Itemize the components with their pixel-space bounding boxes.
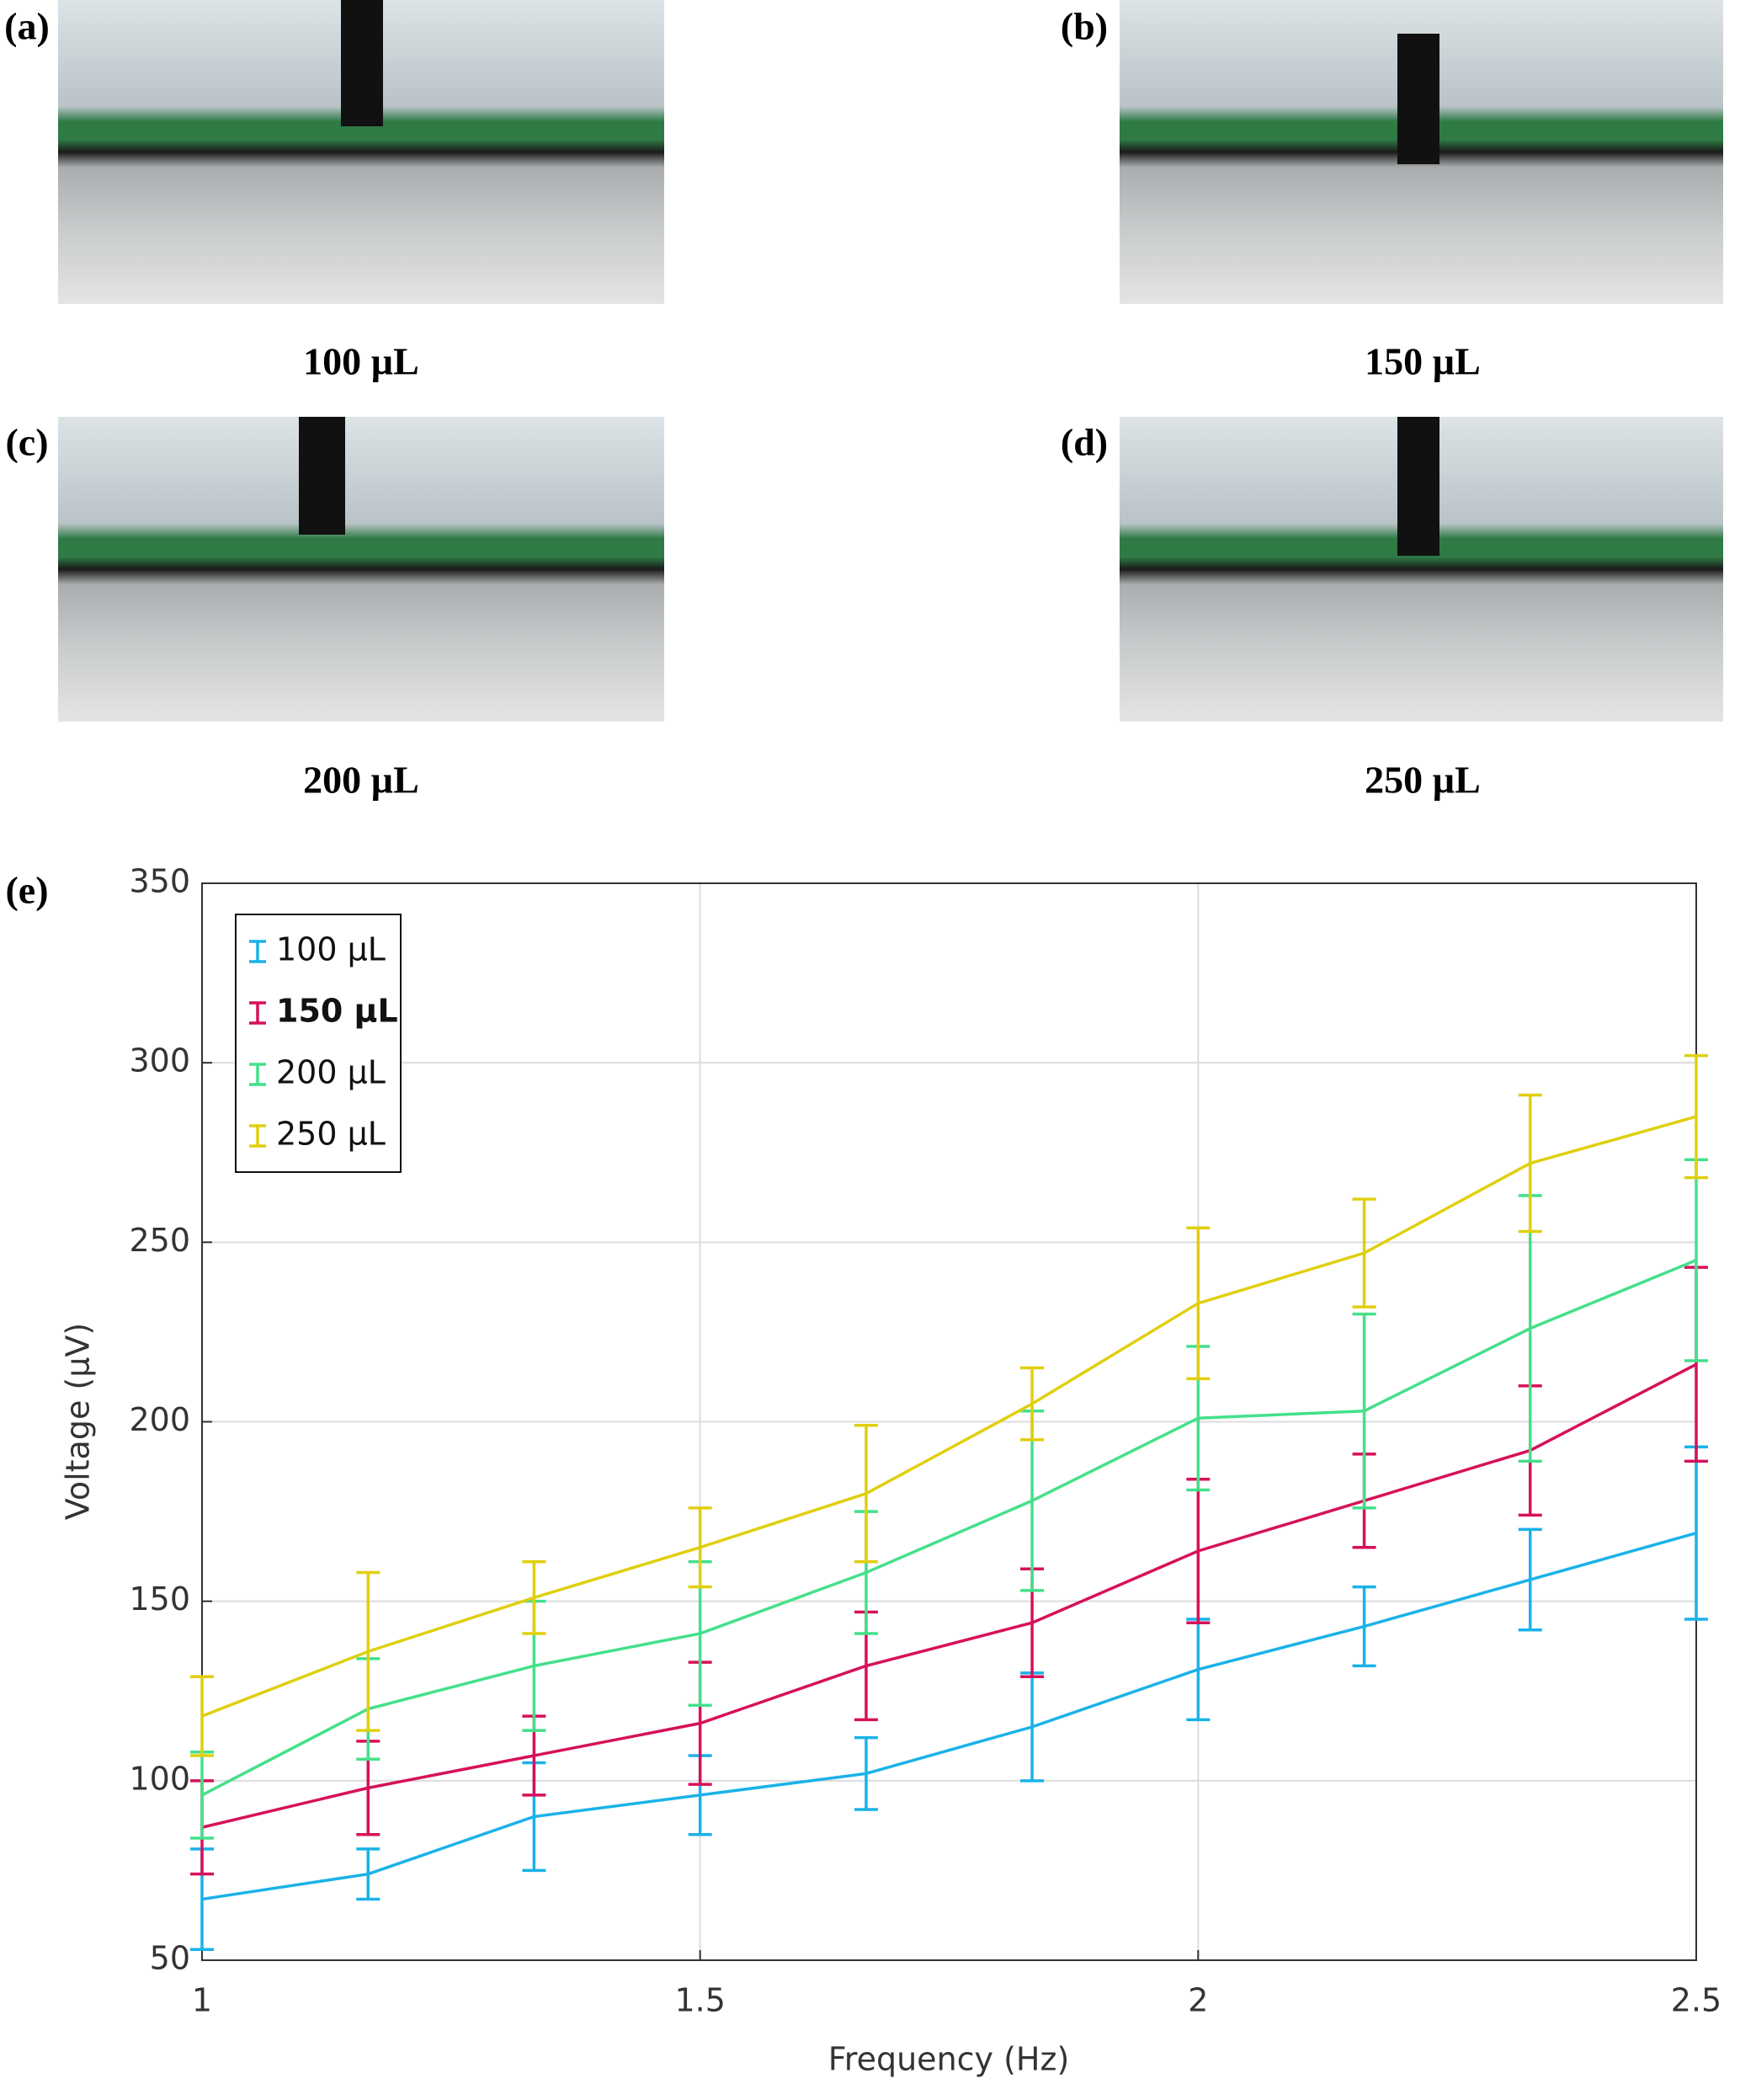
- y-axis-label: Voltage (µV): [60, 1323, 97, 1520]
- error-bar: [688, 1506, 712, 1589]
- legend-icon: [249, 1124, 266, 1148]
- panel-caption: 150 µL: [1365, 340, 1481, 383]
- error-bar: [1518, 1527, 1542, 1632]
- series-line: [201, 1115, 1697, 1718]
- panel-caption: 100 µL: [303, 340, 419, 383]
- panel-label: (c): [5, 421, 48, 464]
- error-bar: [522, 1560, 546, 1635]
- legend-icon: [249, 1063, 266, 1086]
- y-tick-label: 200: [129, 1401, 190, 1438]
- y-tick-label: 50: [150, 1940, 190, 1977]
- x-tick-label: 1: [192, 1982, 212, 2019]
- legend-label: 250 µL: [276, 1116, 386, 1153]
- panel-caption: 200 µL: [303, 759, 419, 802]
- legend-label: 100 µL: [276, 931, 386, 968]
- series-line: [201, 1531, 1697, 1901]
- y-tick-label: 250: [129, 1222, 190, 1259]
- y-tick-label: 300: [129, 1042, 190, 1079]
- panel-label: (b): [1061, 5, 1108, 48]
- panel-caption: 250 µL: [1365, 759, 1481, 802]
- error-bar: [356, 1847, 380, 1901]
- error-bar: [1684, 1445, 1708, 1621]
- panel-label: (e): [5, 869, 48, 912]
- legend-box: [235, 914, 402, 1173]
- error-bar: [1352, 1197, 1376, 1309]
- error-bar: [1352, 1585, 1376, 1668]
- y-tick-label: 150: [129, 1580, 190, 1618]
- probe: [1397, 417, 1439, 556]
- probe: [299, 417, 345, 535]
- error-bar: [854, 1735, 878, 1811]
- legend: 100 µL 150 µL 200 µL 250 µL: [235, 914, 402, 1173]
- error-bar: [1020, 1366, 1045, 1442]
- error-bar: [1186, 1618, 1211, 1722]
- panel-label: (d): [1061, 421, 1108, 464]
- error-bar: [356, 1570, 380, 1732]
- error-bar: [1186, 1226, 1211, 1381]
- error-bar: [1684, 1158, 1708, 1362]
- x-axis-label: Frequency (Hz): [828, 2041, 1070, 2078]
- y-tick-label: 350: [129, 863, 190, 900]
- x-tick-label: 2: [1188, 1982, 1208, 2019]
- photo: [58, 417, 664, 722]
- photos: [58, 0, 1723, 722]
- legend-icon: [249, 940, 266, 963]
- x-tick-label: 1.5: [674, 1982, 725, 2019]
- series-line: [201, 1259, 1697, 1797]
- series-line: [201, 1362, 1697, 1829]
- error-bar: [1684, 1053, 1708, 1180]
- error-bar: [1352, 1312, 1376, 1510]
- error-bar: [190, 1675, 214, 1757]
- error-bar: [1020, 1671, 1045, 1783]
- legend-label: 150 µL: [276, 993, 398, 1030]
- x-tick-label: 2.5: [1671, 1982, 1721, 2019]
- y-tick-label: 100: [129, 1760, 190, 1797]
- error-bar: [1518, 1093, 1542, 1234]
- probe: [1397, 34, 1439, 164]
- panel-label: (a): [4, 5, 50, 48]
- legend-icon: [249, 1001, 266, 1025]
- legend-label: 200 µL: [276, 1054, 386, 1091]
- probe: [341, 0, 383, 126]
- error-bar: [854, 1424, 878, 1564]
